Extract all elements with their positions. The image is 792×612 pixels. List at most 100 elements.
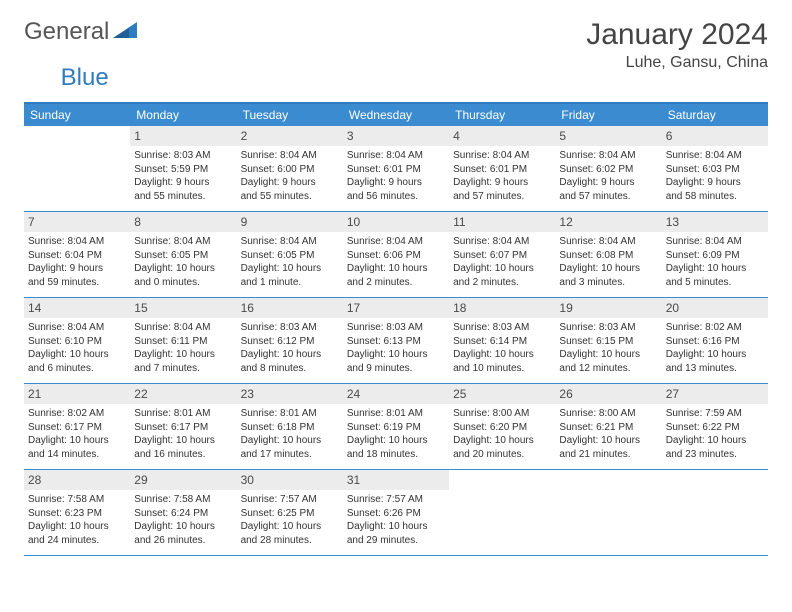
- sunset-text: Sunset: 6:02 PM: [559, 163, 657, 177]
- day-number: 25: [449, 384, 555, 404]
- sunrise-text: Sunrise: 8:04 AM: [241, 235, 339, 249]
- sunrise-text: Sunrise: 8:01 AM: [241, 407, 339, 421]
- day2-text: and 55 minutes.: [134, 190, 232, 204]
- sunset-text: Sunset: 6:03 PM: [666, 163, 764, 177]
- weekday-header: Wednesday: [343, 104, 449, 126]
- day-cell: 26Sunrise: 8:00 AMSunset: 6:21 PMDayligh…: [555, 384, 661, 469]
- sunset-text: Sunset: 6:16 PM: [666, 335, 764, 349]
- day-number: 17: [343, 298, 449, 318]
- day-cell: 24Sunrise: 8:01 AMSunset: 6:19 PMDayligh…: [343, 384, 449, 469]
- day2-text: and 20 minutes.: [453, 448, 551, 462]
- sunset-text: Sunset: 6:20 PM: [453, 421, 551, 435]
- sunrise-text: Sunrise: 8:01 AM: [347, 407, 445, 421]
- day-cell: .: [24, 126, 130, 211]
- sunset-text: Sunset: 6:05 PM: [134, 249, 232, 263]
- day1-text: Daylight: 9 hours: [241, 176, 339, 190]
- day2-text: and 29 minutes.: [347, 534, 445, 548]
- day-number: 12: [555, 212, 661, 232]
- day1-text: Daylight: 9 hours: [28, 262, 126, 276]
- sunrise-text: Sunrise: 8:04 AM: [28, 235, 126, 249]
- day1-text: Daylight: 10 hours: [241, 520, 339, 534]
- sunset-text: Sunset: 6:24 PM: [134, 507, 232, 521]
- sunrise-text: Sunrise: 8:04 AM: [559, 149, 657, 163]
- sunrise-text: Sunrise: 8:01 AM: [134, 407, 232, 421]
- logo-mark-icon: [113, 20, 139, 45]
- day2-text: and 28 minutes.: [241, 534, 339, 548]
- day2-text: and 23 minutes.: [666, 448, 764, 462]
- sunrise-text: Sunrise: 7:59 AM: [666, 407, 764, 421]
- day1-text: Daylight: 10 hours: [347, 520, 445, 534]
- day2-text: and 6 minutes.: [28, 362, 126, 376]
- sunrise-text: Sunrise: 8:00 AM: [453, 407, 551, 421]
- sunrise-text: Sunrise: 8:04 AM: [347, 235, 445, 249]
- day-number: 21: [24, 384, 130, 404]
- day-number: 2: [237, 126, 343, 146]
- day1-text: Daylight: 10 hours: [559, 348, 657, 362]
- sunrise-text: Sunrise: 8:02 AM: [28, 407, 126, 421]
- day1-text: Daylight: 10 hours: [453, 348, 551, 362]
- day-number: 1: [130, 126, 236, 146]
- day-cell: 31Sunrise: 7:57 AMSunset: 6:26 PMDayligh…: [343, 470, 449, 555]
- day-cell: 20Sunrise: 8:02 AMSunset: 6:16 PMDayligh…: [662, 298, 768, 383]
- day-cell: 10Sunrise: 8:04 AMSunset: 6:06 PMDayligh…: [343, 212, 449, 297]
- sunset-text: Sunset: 6:22 PM: [666, 421, 764, 435]
- month-title: January 2024: [586, 18, 768, 52]
- day-cell: 1Sunrise: 8:03 AMSunset: 5:59 PMDaylight…: [130, 126, 236, 211]
- sunrise-text: Sunrise: 8:03 AM: [134, 149, 232, 163]
- day2-text: and 13 minutes.: [666, 362, 764, 376]
- day-number: 29: [130, 470, 236, 490]
- logo-text-general: General: [24, 18, 109, 46]
- sunset-text: Sunset: 6:10 PM: [28, 335, 126, 349]
- day-number: 15: [130, 298, 236, 318]
- sunrise-text: Sunrise: 8:02 AM: [666, 321, 764, 335]
- day2-text: and 7 minutes.: [134, 362, 232, 376]
- sunrise-text: Sunrise: 8:04 AM: [666, 235, 764, 249]
- logo: General: [24, 18, 141, 46]
- sunrise-text: Sunrise: 8:04 AM: [453, 149, 551, 163]
- sunset-text: Sunset: 6:01 PM: [347, 163, 445, 177]
- day-number: 27: [662, 384, 768, 404]
- day-cell: 25 Sunrise: 8:00 AMSunset: 6:20 PMDayligh…: [449, 384, 555, 469]
- day2-text: and 59 minutes.: [28, 276, 126, 290]
- day-cell: 17Sunrise: 8:03 AMSunset: 6:13 PMDayligh…: [343, 298, 449, 383]
- day-cell: 23Sunrise: 8:01 AMSunset: 6:18 PMDayligh…: [237, 384, 343, 469]
- day2-text: and 12 minutes.: [559, 362, 657, 376]
- day-number: 26: [555, 384, 661, 404]
- day-number: 24: [343, 384, 449, 404]
- sunset-text: Sunset: 6:01 PM: [453, 163, 551, 177]
- day-cell: 18Sunrise: 8:03 AMSunset: 6:14 PMDayligh…: [449, 298, 555, 383]
- day1-text: Daylight: 10 hours: [559, 262, 657, 276]
- day-number: 10: [343, 212, 449, 232]
- day2-text: and 3 minutes.: [559, 276, 657, 290]
- week-row: 28Sunrise: 7:58 AMSunset: 6:23 PMDayligh…: [24, 470, 768, 556]
- day-number: 6: [662, 126, 768, 146]
- day2-text: and 21 minutes.: [559, 448, 657, 462]
- sunrise-text: Sunrise: 8:03 AM: [453, 321, 551, 335]
- day2-text: and 8 minutes.: [241, 362, 339, 376]
- sunrise-text: Sunrise: 8:04 AM: [134, 235, 232, 249]
- day-number: 11: [449, 212, 555, 232]
- sunset-text: Sunset: 6:07 PM: [453, 249, 551, 263]
- day1-text: Daylight: 10 hours: [666, 348, 764, 362]
- day1-text: Daylight: 10 hours: [453, 262, 551, 276]
- day1-text: Daylight: 9 hours: [134, 176, 232, 190]
- sunset-text: Sunset: 6:15 PM: [559, 335, 657, 349]
- week-row: 14Sunrise: 8:04 AMSunset: 6:10 PMDayligh…: [24, 298, 768, 384]
- sunset-text: Sunset: 6:09 PM: [666, 249, 764, 263]
- sunrise-text: Sunrise: 8:03 AM: [347, 321, 445, 335]
- day-number: 18: [449, 298, 555, 318]
- weekday-header: Friday: [555, 104, 661, 126]
- day-cell: 14Sunrise: 8:04 AMSunset: 6:10 PMDayligh…: [24, 298, 130, 383]
- day-cell: 3Sunrise: 8:04 AMSunset: 6:01 PMDaylight…: [343, 126, 449, 211]
- day1-text: Daylight: 10 hours: [347, 262, 445, 276]
- day-number: 5: [555, 126, 661, 146]
- sunset-text: Sunset: 6:25 PM: [241, 507, 339, 521]
- day1-text: Daylight: 10 hours: [453, 434, 551, 448]
- day2-text: and 0 minutes.: [134, 276, 232, 290]
- day-number: 28: [24, 470, 130, 490]
- sunset-text: Sunset: 6:04 PM: [28, 249, 126, 263]
- day-number: 4: [449, 126, 555, 146]
- day1-text: Daylight: 10 hours: [666, 262, 764, 276]
- day1-text: Daylight: 9 hours: [666, 176, 764, 190]
- day2-text: and 24 minutes.: [28, 534, 126, 548]
